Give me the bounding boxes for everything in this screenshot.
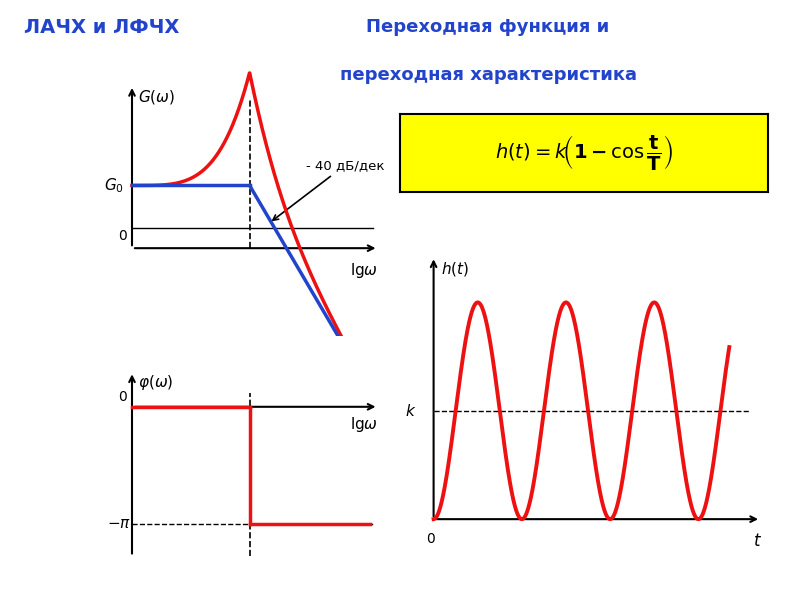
Text: ЛАЧХ и ЛФЧХ: ЛАЧХ и ЛФЧХ — [24, 18, 179, 37]
Text: $k$: $k$ — [405, 403, 416, 419]
Text: 0: 0 — [426, 532, 434, 546]
Text: Переходная функция и: Переходная функция и — [366, 18, 610, 36]
Text: переходная характеристика: переходная характеристика — [339, 66, 637, 84]
Text: lg$\omega$: lg$\omega$ — [350, 415, 378, 434]
Text: - 40 дБ/дек: - 40 дБ/дек — [273, 159, 384, 220]
Text: $t$: $t$ — [753, 532, 762, 550]
Text: 0: 0 — [118, 390, 126, 404]
Text: 0: 0 — [118, 229, 126, 243]
Text: $h(t) = k\!\left(\mathbf{1 - \cos\dfrac{t}{T}}\right)$: $h(t) = k\!\left(\mathbf{1 - \cos\dfrac{… — [495, 133, 673, 172]
Text: $G_0$: $G_0$ — [104, 176, 123, 195]
Text: $-\pi$: $-\pi$ — [107, 516, 131, 531]
Text: lg$\omega$: lg$\omega$ — [350, 261, 378, 280]
Text: $G(\omega)$: $G(\omega)$ — [138, 88, 174, 106]
Text: $\varphi(\omega)$: $\varphi(\omega)$ — [138, 373, 173, 392]
Text: $h(t)$: $h(t)$ — [441, 260, 469, 278]
